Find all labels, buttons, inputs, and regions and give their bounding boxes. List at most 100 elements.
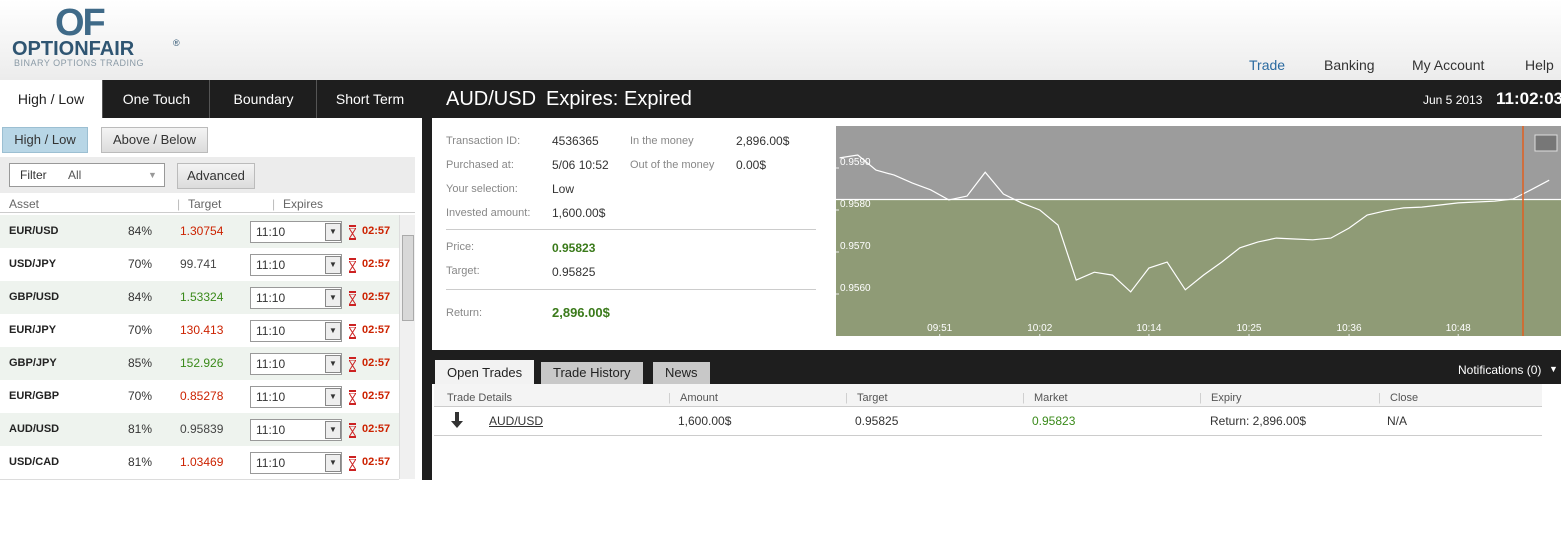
nav-link[interactable]: Banking (1324, 57, 1375, 73)
countdown: 02:57 (362, 423, 391, 435)
x-tick-label: 09:51 (927, 323, 952, 334)
dropdown-button[interactable]: ▼ (325, 223, 341, 241)
asset-row[interactable]: GBP/JPY 85% 152.926 11:10 ▼ 02:57 (0, 347, 399, 381)
logo-brand[interactable]: OPTIONFAIR (12, 38, 135, 60)
column-divider: | (272, 197, 276, 211)
divider (0, 212, 415, 213)
trademark: ® (173, 38, 180, 48)
column-header: Target (188, 197, 222, 211)
target: 1.53324 (180, 290, 224, 304)
payout: 70% (128, 257, 153, 271)
expiry-value: 11:10 (256, 456, 286, 470)
asset-row[interactable]: EUR/JPY 70% 130.413 11:10 ▼ 02:57 (0, 314, 399, 348)
product-tab[interactable]: High / Low (0, 80, 102, 118)
y-tick-label: 0.9580 (840, 199, 871, 210)
hourglass (348, 260, 357, 273)
dropdown-button[interactable]: ▼ (325, 388, 341, 406)
expiry-select[interactable]: 11:10 ▼ (250, 320, 342, 342)
asset-row[interactable]: USD/JPY 70% 99.741 11:10 ▼ 02:57 (0, 248, 399, 282)
nav-link[interactable]: Trade (1249, 57, 1286, 73)
detail-value: Low (552, 182, 575, 196)
dropdown-button[interactable]: ▼ (325, 322, 341, 340)
expand-icon[interactable] (1534, 134, 1558, 152)
filter-select[interactable]: Filter All ▼ (9, 163, 165, 187)
asset-name: GBP/JPY (9, 357, 57, 369)
dropdown-arrow: ▼ (1549, 364, 1558, 374)
trade-header: AUD/USD Expires: Expired Jun 5 2013 11:0… (432, 80, 1561, 118)
target: 1.30754 (180, 224, 224, 238)
expiry-select[interactable]: 11:10 ▼ (250, 452, 342, 474)
logo-mark[interactable]: OF (55, 2, 106, 44)
advanced-button[interactable]: Advanced (177, 163, 255, 189)
dropdown-button[interactable]: ▼ (325, 256, 341, 274)
dropdown-button[interactable]: ▼ (325, 289, 341, 307)
product-tab[interactable]: Short Term (316, 80, 423, 118)
dropdown-button[interactable]: ▼ (325, 421, 341, 439)
expiry-value: 11:10 (256, 291, 286, 305)
x-tick-label: 10:36 (1337, 323, 1362, 334)
subtab[interactable]: High / Low (2, 127, 88, 153)
asset-name: USD/CAD (9, 456, 60, 468)
notifications[interactable]: Notifications (0) (1458, 363, 1542, 377)
price-line (839, 154, 1550, 293)
cell-market: 0.95823 (1032, 414, 1076, 428)
scrollbar-thumb[interactable] (402, 235, 414, 321)
scrollbar[interactable] (399, 215, 415, 479)
product-tab[interactable]: One Touch (102, 80, 210, 118)
expiry-select[interactable]: 11:10 ▼ (250, 386, 342, 408)
expiry-select[interactable]: 11:10 ▼ (250, 221, 342, 243)
table-header-cell: Amount (680, 392, 718, 404)
cell-target: 0.95825 (855, 414, 899, 428)
column-divider: | (1378, 392, 1381, 404)
cell-expiry: Return: 2,896.00$ (1210, 414, 1307, 428)
expiry-select[interactable]: 11:10 ▼ (250, 353, 342, 375)
subtab[interactable]: Above / Below (101, 127, 208, 153)
nav-link[interactable]: My Account (1412, 57, 1485, 73)
stat-label: Out of the money (630, 159, 715, 171)
table-header-cell: Trade Details (447, 392, 513, 404)
hourglass (348, 293, 357, 306)
y-tick-label: 0.9560 (840, 283, 871, 294)
column-divider: | (177, 197, 181, 211)
bottom-tab[interactable]: News (653, 362, 710, 384)
detail-label: Your selection: (446, 183, 518, 195)
payout: 70% (128, 323, 153, 337)
countdown: 02:57 (362, 357, 391, 369)
trade-pair: AUD/USD (446, 88, 537, 110)
expiry-select[interactable]: 11:10 ▼ (250, 419, 342, 441)
bottom-tab[interactable]: Open Trades (435, 360, 535, 384)
expiry-select[interactable]: 11:10 ▼ (250, 254, 342, 276)
asset-row[interactable]: EUR/GBP 70% 0.85278 11:10 ▼ 02:57 (0, 380, 399, 414)
expiry-select[interactable]: 11:10 ▼ (250, 287, 342, 309)
payout: 84% (128, 290, 153, 304)
dropdown-button[interactable]: ▼ (325, 454, 341, 472)
dropdown-button[interactable]: ▼ (325, 355, 341, 373)
target-label: Target: (446, 265, 480, 277)
hourglass-icon (348, 258, 357, 273)
nav-link[interactable]: Help (1525, 57, 1554, 73)
stat-value: 2,896.00$ (736, 134, 790, 148)
x-tick-label: 10:48 (1446, 323, 1471, 334)
bottom-tab[interactable]: Trade History (541, 362, 643, 384)
tagline: BINARY OPTIONS TRADING (14, 58, 145, 68)
table-header-cell: Close (1390, 392, 1419, 404)
column-header: Asset (9, 197, 40, 211)
clock: 11:02:03 (1496, 89, 1561, 108)
asset-row[interactable]: USD/CAD 81% 1.03469 11:10 ▼ 02:57 (0, 446, 399, 480)
product-tab[interactable]: Boundary (209, 80, 317, 118)
separator (422, 80, 432, 480)
hourglass-icon (348, 357, 357, 372)
price-chart: 0.9560 0.9570 0.9580 0.9590 09:51 10:02 10:14 1… (836, 126, 1561, 336)
countdown: 02:57 (362, 390, 391, 402)
hourglass (348, 326, 357, 339)
asset-row[interactable]: GBP/USD 84% 1.53324 11:10 ▼ 02:57 (0, 281, 399, 315)
y-tick-label: 0.9570 (840, 241, 871, 252)
asset-link[interactable]: AUD/USD (489, 414, 544, 428)
asset-row[interactable]: AUD/USD 81% 0.95839 11:10 ▼ 02:57 (0, 413, 399, 447)
hourglass-icon (348, 423, 357, 438)
asset-row[interactable]: EUR/USD 84% 1.30754 11:10 ▼ 02:57 (0, 215, 399, 249)
countdown: 02:57 (362, 258, 391, 270)
asset-name: AUD/USD (9, 423, 60, 435)
dropdown-arrow: ▼ (148, 170, 157, 180)
